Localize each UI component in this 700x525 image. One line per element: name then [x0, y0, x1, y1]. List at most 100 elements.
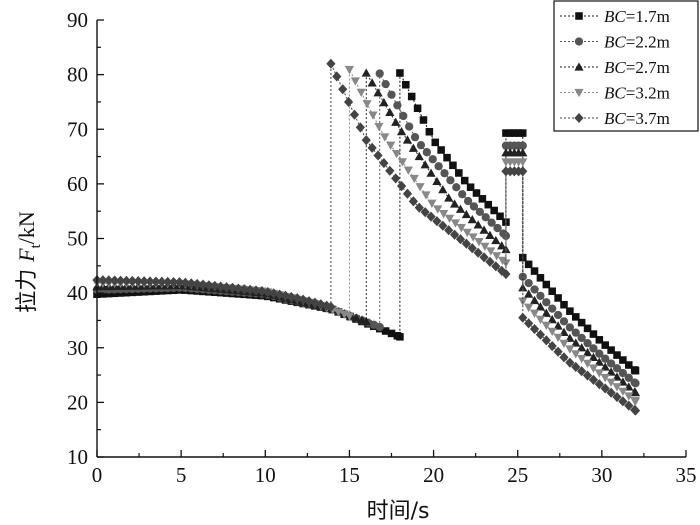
point-series-3	[577, 343, 587, 352]
y-tick-label: 30	[67, 336, 88, 360]
point-series-1	[387, 329, 396, 338]
point-series-5	[326, 301, 336, 312]
point-series-1	[518, 129, 527, 137]
point-series-5	[121, 275, 132, 286]
point-series-4	[391, 149, 402, 159]
point-series-5	[438, 220, 448, 231]
point-series-1	[490, 206, 498, 215]
point-series-5	[450, 229, 460, 240]
point-series-5	[396, 181, 407, 192]
point-series-2	[428, 155, 437, 164]
legend-label: BC=3.7m	[604, 109, 670, 128]
point-series-5	[473, 247, 483, 258]
legend-marker	[574, 62, 584, 71]
y-tick-label: 60	[67, 172, 88, 196]
point-series-2	[475, 207, 484, 216]
point-series-5	[367, 142, 377, 153]
series-5	[92, 58, 641, 416]
point-series-4	[368, 111, 378, 120]
point-series-1	[514, 129, 523, 137]
point-series-4	[582, 359, 593, 369]
point-series-2	[440, 169, 449, 178]
y-tick-label: 20	[67, 390, 88, 414]
point-series-4	[421, 191, 431, 200]
y-tick-label: 10	[67, 445, 88, 469]
point-series-3	[630, 387, 641, 397]
point-series-5	[361, 135, 371, 146]
point-series-3	[426, 168, 436, 177]
point-series-4	[524, 303, 534, 312]
point-series-5	[414, 202, 424, 213]
point-series-3	[518, 283, 528, 292]
point-series-4	[409, 174, 419, 184]
point-series-1	[506, 129, 514, 137]
point-series-3	[553, 321, 563, 330]
point-series-5	[600, 383, 610, 394]
point-series-1	[536, 274, 545, 282]
point-series-3	[467, 215, 477, 224]
legend-marker	[574, 37, 584, 46]
point-series-5	[322, 300, 332, 311]
point-series-4	[518, 158, 528, 167]
point-series-4	[450, 219, 461, 228]
point-series-5	[204, 280, 214, 291]
point-series-1	[496, 212, 504, 221]
point-series-2	[548, 304, 557, 313]
point-series-1	[625, 361, 633, 369]
point-series-5	[151, 276, 161, 287]
point-series-3	[444, 193, 454, 202]
point-series-2	[606, 359, 616, 368]
point-series-2	[618, 368, 628, 378]
point-series-5	[379, 158, 389, 169]
point-series-1	[472, 189, 481, 197]
point-series-2	[405, 122, 414, 131]
point-series-4	[362, 100, 372, 109]
point-series-5	[553, 346, 563, 357]
x-tick-label: 15	[339, 463, 360, 487]
point-series-5	[198, 279, 208, 290]
point-series-4	[403, 166, 413, 175]
y-axis-label-sub: t	[28, 243, 44, 248]
point-series-4	[380, 133, 390, 142]
point-series-2	[536, 291, 545, 300]
point-series-1	[589, 330, 598, 338]
point-series-1	[396, 69, 404, 77]
point-series-1	[530, 267, 539, 275]
y-axis-label-prefix: 拉力	[15, 262, 40, 313]
point-series-5	[168, 276, 179, 288]
point-series-4	[415, 183, 425, 192]
point-series-5	[343, 96, 354, 107]
point-series-5	[251, 285, 261, 296]
point-series-1	[583, 324, 592, 333]
point-series-4	[486, 247, 496, 256]
point-series-4	[427, 199, 437, 208]
point-series-1	[437, 146, 445, 154]
point-series-3	[612, 372, 622, 381]
point-series-4	[600, 374, 610, 383]
point-series-5	[559, 352, 569, 363]
point-series-5	[239, 284, 249, 295]
y-tick-label: 50	[67, 227, 88, 251]
point-series-1	[566, 307, 574, 315]
point-series-3	[491, 235, 501, 245]
y-tick-label: 40	[67, 281, 88, 305]
legend-label: BC=2.2m	[604, 33, 670, 52]
point-series-5	[606, 387, 616, 398]
point-series-1	[455, 169, 463, 177]
point-series-5	[280, 290, 291, 301]
point-series-5	[286, 291, 296, 303]
point-series-5	[104, 275, 114, 286]
point-series-3	[473, 220, 483, 229]
point-series-2	[434, 162, 443, 171]
point-series-1	[560, 300, 568, 309]
point-series-3	[379, 97, 389, 107]
point-series-3	[461, 209, 471, 219]
point-series-4	[624, 392, 634, 401]
legend-label: BC=2.7m	[604, 58, 670, 77]
point-series-2	[559, 317, 569, 326]
point-series-4	[630, 397, 641, 406]
point-series-5	[630, 405, 641, 416]
point-series-4	[612, 383, 622, 392]
point-series-4	[474, 238, 484, 247]
